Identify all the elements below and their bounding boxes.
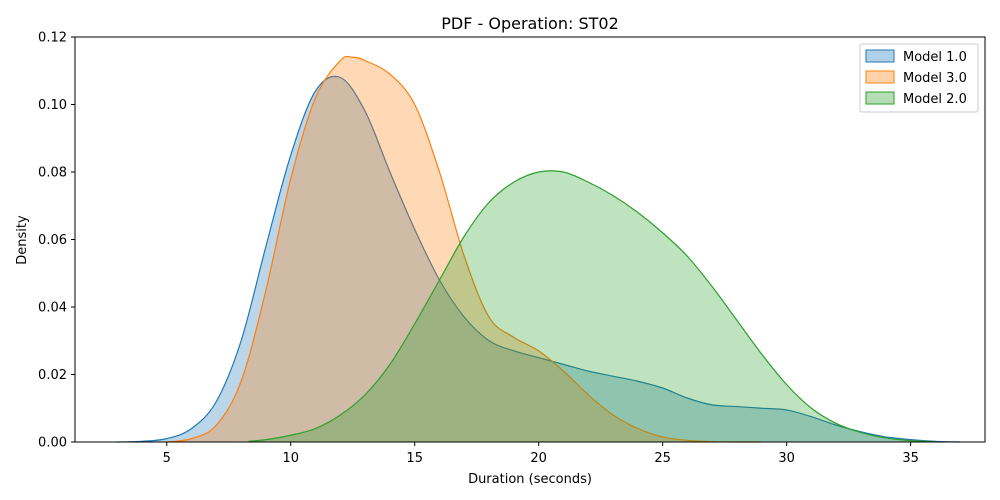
chart-title: PDF - Operation: ST02	[441, 14, 619, 33]
series-line-model-3-0	[166, 55, 762, 443]
legend-label-model-1-0: Model 1.0	[903, 50, 967, 65]
x-tick-label: 15	[406, 451, 423, 466]
y-axis: 0.00 0.02 0.04 0.06 0.08 0.10 0.12	[38, 31, 75, 451]
legend-label-model-2-0: Model 2.0	[903, 92, 967, 107]
y-tick-label: 0.06	[38, 233, 67, 248]
legend: Model 1.0 Model 3.0 Model 2.0	[859, 43, 979, 113]
series-line-model-1-0	[117, 75, 961, 443]
x-tick-label: 35	[902, 451, 919, 466]
x-tick-label: 5	[163, 451, 171, 466]
series-line-model-2-0	[248, 170, 936, 443]
series-area-model-1-0	[117, 76, 961, 442]
y-tick-label: 0.02	[38, 368, 67, 383]
legend-swatch-model-3-0	[865, 70, 895, 84]
series-area-model-3-0	[166, 56, 762, 442]
y-tick-label: 0.12	[38, 31, 67, 46]
series-layer	[117, 55, 961, 443]
x-tick-label: 10	[282, 451, 299, 466]
legend-swatch-model-2-0	[865, 91, 895, 105]
series-area-model-2-0	[248, 170, 936, 443]
y-axis-label: Density	[15, 215, 30, 265]
legend-label-model-3-0: Model 3.0	[903, 71, 967, 86]
x-tick-label: 25	[654, 451, 671, 466]
y-tick-label: 0.04	[38, 301, 67, 316]
legend-swatch-model-1-0	[865, 49, 895, 63]
y-tick-label: 0.10	[38, 98, 67, 113]
y-tick-label: 0.08	[38, 166, 67, 181]
x-tick-label: 30	[778, 451, 795, 466]
x-tick-label: 20	[530, 451, 547, 466]
x-axis-label: Duration (seconds)	[468, 472, 592, 487]
y-tick-label: 0.00	[38, 436, 67, 451]
x-axis: 5 10 15 20 25 30 35	[163, 442, 919, 466]
legend-box	[859, 43, 979, 113]
